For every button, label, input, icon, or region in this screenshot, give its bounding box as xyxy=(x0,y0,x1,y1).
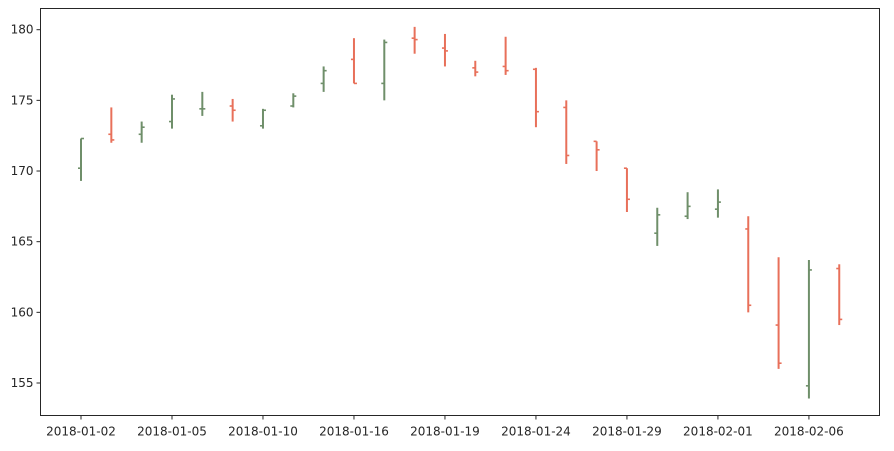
x-tick-label: 2018-01-10 xyxy=(228,425,298,439)
ohlc-bar xyxy=(290,93,297,108)
ohlc-bars xyxy=(78,26,843,399)
ohlc-bar xyxy=(350,38,357,85)
ohlc-bar xyxy=(472,60,479,77)
ohlc-bar xyxy=(623,167,630,212)
x-tick-label: 2018-01-24 xyxy=(501,425,571,439)
ohlc-bar xyxy=(411,26,418,54)
ohlc-bar xyxy=(805,260,812,399)
ohlc-bar xyxy=(320,66,327,92)
ohlc-bar xyxy=(745,216,752,313)
x-tick-label: 2018-01-02 xyxy=(46,425,116,439)
ohlc-bar xyxy=(78,137,84,181)
ohlc-bar xyxy=(502,36,509,75)
x-tick-label: 2018-01-29 xyxy=(592,425,662,439)
y-tick-label: 160 xyxy=(11,305,34,319)
ohlc-bar xyxy=(441,33,448,67)
ohlc-bar xyxy=(775,257,782,369)
x-tick-label: 2018-01-16 xyxy=(319,425,389,439)
ohlc-bar xyxy=(259,108,266,129)
y-tick-label: 180 xyxy=(11,23,34,37)
y-tick-label: 170 xyxy=(11,164,34,178)
x-tick-label: 2018-02-06 xyxy=(774,425,844,439)
ohlc-bar xyxy=(836,264,843,326)
y-tick-label: 165 xyxy=(11,235,34,249)
ohlc-bar xyxy=(563,100,570,164)
ohlc-bar xyxy=(714,189,721,218)
y-axis: 155 160 165 170 175 180 xyxy=(11,23,41,390)
x-tick-label: 2018-01-19 xyxy=(410,425,480,439)
x-axis: 2018-01-02 2018-01-05 2018-01-10 2018-01-16… xyxy=(46,415,844,439)
y-tick-label: 175 xyxy=(11,93,34,107)
ohlc-bar xyxy=(381,39,388,101)
ohlc-bar xyxy=(532,67,539,128)
ohlc-bar xyxy=(138,121,145,143)
ohlc-bar xyxy=(684,192,691,220)
plot-area xyxy=(40,8,880,416)
x-tick-label: 2018-01-05 xyxy=(137,425,207,439)
y-tick-label: 155 xyxy=(11,376,34,390)
ohlc-bar xyxy=(229,98,236,122)
ohlc-bar xyxy=(168,94,175,129)
x-tick-label: 2018-02-01 xyxy=(683,425,753,439)
ohlc-bar xyxy=(654,207,661,246)
ohlc-bar xyxy=(108,107,115,143)
ohlc-bar xyxy=(593,140,600,172)
ohlc-bar xyxy=(199,91,206,116)
